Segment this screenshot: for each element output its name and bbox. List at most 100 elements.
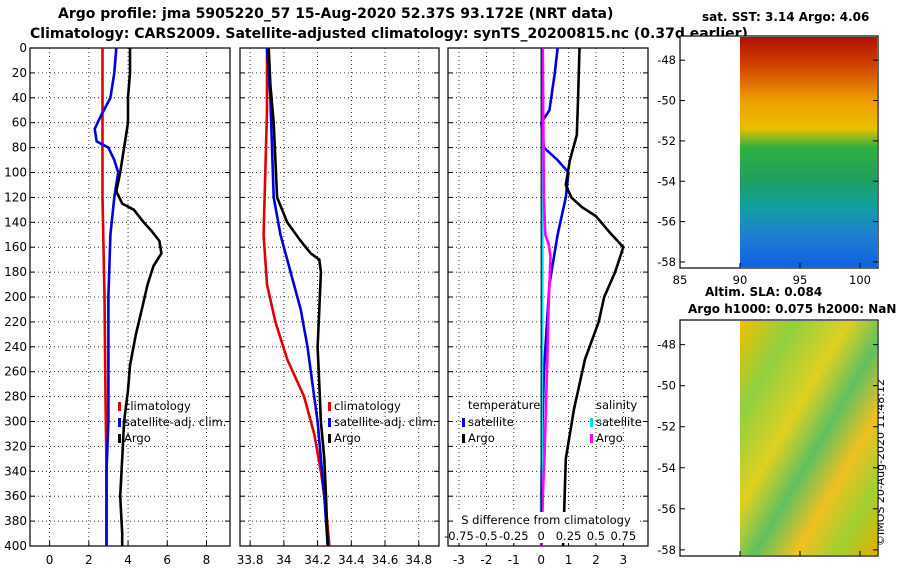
sla-title: Altim. SLA: 0.084 <box>705 285 823 299</box>
legend-swatch <box>118 402 121 411</box>
y-tick-label: 240 <box>4 340 27 354</box>
x-tick-label: -1 <box>508 553 520 567</box>
panel-temperature: 0 2 4 6 802040608010012014016018020022024026… <box>4 41 231 567</box>
series-line-s-argo <box>540 47 552 547</box>
series-line-t-argo <box>561 47 625 547</box>
legend-label: Argo <box>124 431 151 445</box>
panel-salinity: 33.8 34 34.2 34.4 34.6 34.8 climatology satelli… <box>237 47 440 567</box>
lat-tick-label: -54 <box>657 461 676 475</box>
argo-height-title: Argo h1000: 0.075 h2000: NaN <box>688 302 897 316</box>
lat-tick-label: -48 <box>657 338 676 352</box>
x-tick-label: 0 <box>537 553 545 567</box>
lat-tick-label: -54 <box>657 174 676 188</box>
secondary-tick-label: 0.75 <box>611 529 637 543</box>
legend-title-temperature: temperature <box>468 398 540 412</box>
map-field <box>740 321 877 555</box>
x-tick-label: -2 <box>480 553 492 567</box>
y-tick-label: 40 <box>12 91 27 105</box>
x-tick-label: 4 <box>124 553 132 567</box>
y-tick-label: 320 <box>4 439 27 453</box>
secondary-tick-label: 0 <box>537 529 544 543</box>
x-tick-label: 34.2 <box>304 553 331 567</box>
sst-map-title: sat. SST: 3.14 Argo: 4.06 <box>702 10 870 24</box>
secondary-axis-title: S difference from climatology <box>461 513 631 527</box>
lat-tick-label: -56 <box>657 215 676 229</box>
lon-tick-label: 90 <box>733 273 748 287</box>
y-tick-label: 400 <box>4 539 27 553</box>
y-tick-label: 300 <box>4 415 27 429</box>
x-tick-label: 34.4 <box>338 553 365 567</box>
series-line-argo <box>267 47 329 547</box>
legend-swatch <box>462 418 465 427</box>
y-tick-label: 140 <box>4 215 27 229</box>
series-line-argo <box>114 48 163 546</box>
x-tick-label: 8 <box>203 553 211 567</box>
x-tick-label: 1 <box>565 553 573 567</box>
y-tick-label: 60 <box>12 116 27 130</box>
y-tick-label: 360 <box>4 489 27 503</box>
map-field <box>740 37 877 267</box>
lon-tick-label: 95 <box>793 273 808 287</box>
secondary-tick-label: -0.5 <box>475 529 497 543</box>
y-tick-label: 120 <box>4 190 27 204</box>
panel-difference-from-climatology: -3 -2 -1 0 1 2 3 temperature salinity satellite Ar… <box>444 47 649 567</box>
x-tick-label: 34 <box>276 553 291 567</box>
secondary-tick-label: 0.5 <box>587 529 605 543</box>
legend-label: satellite <box>596 415 642 429</box>
y-tick-label: 220 <box>4 315 27 329</box>
secondary-tick-label: -0.25 <box>499 529 529 543</box>
lat-tick-label: -48 <box>657 53 676 67</box>
chart-subtitle: Climatology: CARS2009. Satellite-adjuste… <box>30 26 748 42</box>
legend-label: satellite-adj. clim. <box>334 415 436 429</box>
x-tick-label: 34.8 <box>405 553 432 567</box>
y-tick-label: 160 <box>4 240 27 254</box>
series-line-satellite-adj-clim- <box>93 47 120 546</box>
lat-tick-label: -50 <box>657 94 676 108</box>
y-tick-label: 0 <box>19 41 27 55</box>
y-tick-label: 80 <box>12 141 27 155</box>
y-tick-label: 20 <box>12 66 27 80</box>
lat-tick-label: -52 <box>657 420 676 434</box>
lat-tick-label: -56 <box>657 502 676 516</box>
y-tick-label: 280 <box>4 390 27 404</box>
y-tick-label: 380 <box>4 514 27 528</box>
map-sla-map: -48 -50 -52 -54 -56 -58 <box>657 319 879 557</box>
y-tick-label: 260 <box>4 365 27 379</box>
secondary-tick-label: -0.75 <box>444 529 474 543</box>
legend-swatch <box>118 434 121 443</box>
secondary-tick-label: 0.25 <box>556 529 582 543</box>
x-tick-label: 34.6 <box>372 553 399 567</box>
x-tick-label: 6 <box>163 553 171 567</box>
series-line-satellite-adj-clim- <box>265 47 329 547</box>
lon-tick-label: 100 <box>849 273 871 287</box>
legend-swatch <box>328 434 331 443</box>
legend-label: climatology <box>334 399 401 413</box>
legend-label: Argo <box>334 431 361 445</box>
legend-swatch <box>462 434 465 443</box>
legend-swatch <box>590 418 593 427</box>
legend-swatch <box>328 418 331 427</box>
x-tick-label: 33.8 <box>237 553 264 567</box>
legend-label: satellite-adj. clim. <box>124 415 226 429</box>
x-tick-label: 3 <box>620 553 628 567</box>
map-sat-sst-map: -48 -50 -52 -54 -56 -58 85 90 95 100 <box>657 35 879 287</box>
x-tick-label: 2 <box>85 553 93 567</box>
legend-label: Argo <box>468 431 495 445</box>
legend-label: climatology <box>124 399 191 413</box>
secondary-axis-bg <box>454 512 640 543</box>
y-tick-label: 180 <box>4 265 27 279</box>
y-tick-label: 100 <box>4 166 27 180</box>
legend-title-salinity: salinity <box>596 398 637 412</box>
lat-tick-label: -58 <box>657 543 676 557</box>
x-tick-label: 0 <box>46 553 54 567</box>
y-tick-label: 200 <box>4 290 27 304</box>
series-line-s-satellite <box>539 48 544 547</box>
chart-title: Argo profile: jma 5905220_57 15-Aug-2020… <box>58 6 614 22</box>
x-tick-label: 2 <box>592 553 600 567</box>
lat-tick-label: -50 <box>657 379 676 393</box>
legend-label: satellite <box>468 415 514 429</box>
x-tick-label: -3 <box>453 553 465 567</box>
legend-swatch <box>590 434 593 443</box>
legend-label: Argo <box>596 431 623 445</box>
